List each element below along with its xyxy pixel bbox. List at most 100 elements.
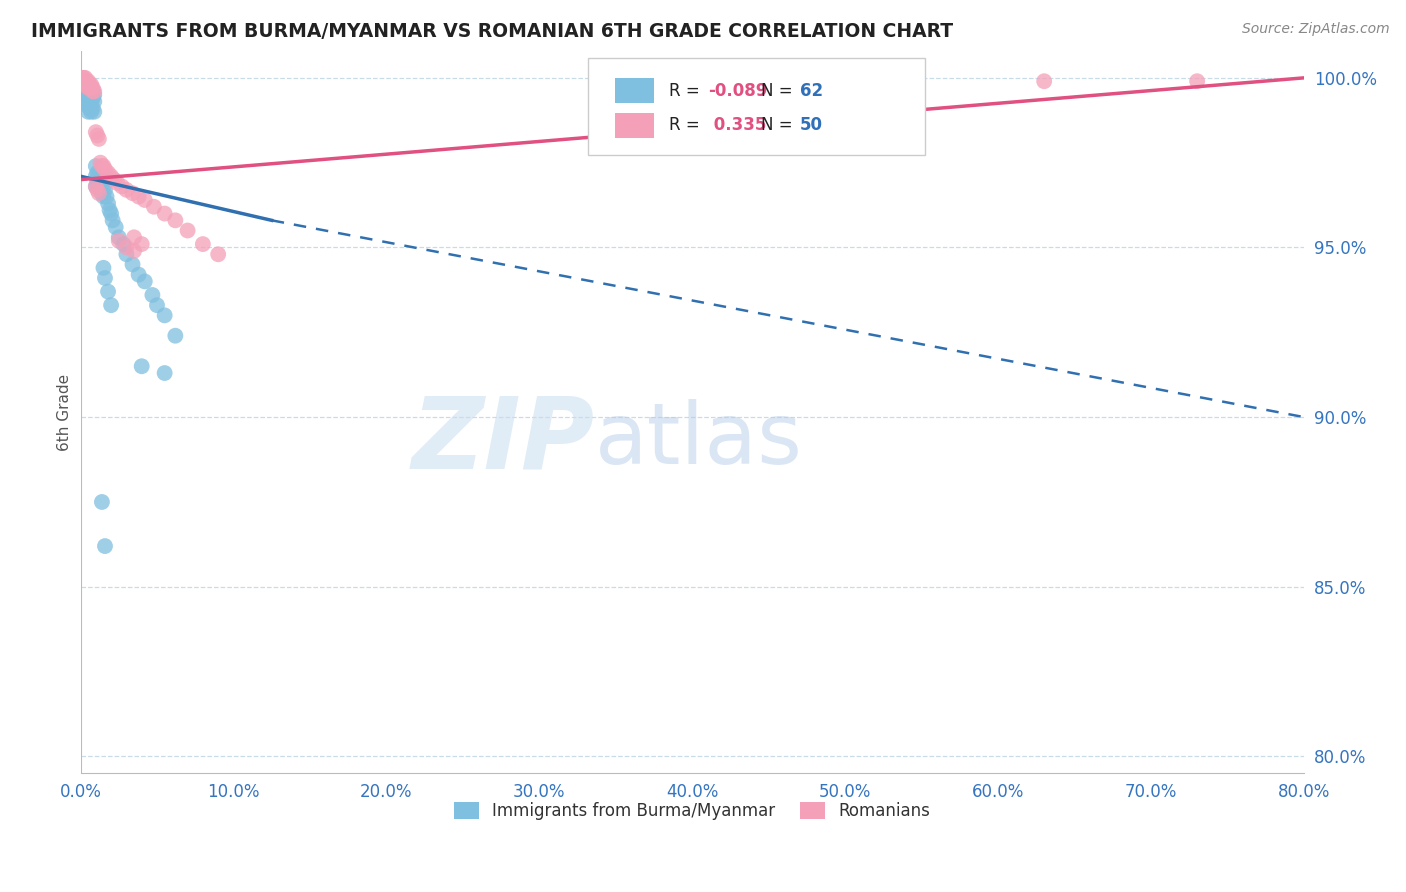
Point [94,162,117,177]
Point [107,230,129,244]
Point [112,237,135,252]
Y-axis label: 6th Grade: 6th Grade [58,374,72,450]
Point [76,78,98,92]
Point [82,81,104,95]
Point [84,169,107,184]
Text: N =: N = [761,117,797,135]
Point [82,84,104,98]
Point [75,78,97,92]
Point [80,81,103,95]
Point [86,176,108,190]
Point [83,104,105,119]
Point [90,495,112,509]
Point [176,223,198,237]
Text: 50: 50 [800,117,823,135]
Point [121,186,143,201]
Point [80,78,103,92]
Point [115,240,138,254]
Point [207,247,229,261]
Point [70,74,93,88]
Text: Source: ZipAtlas.com: Source: ZipAtlas.com [1241,22,1389,37]
Point [93,260,115,275]
Point [87,169,110,184]
Point [86,128,108,143]
Point [115,183,138,197]
Point [75,70,97,85]
Point [77,81,100,95]
Point [100,169,122,184]
Point [111,179,134,194]
Point [72,78,94,92]
Point [97,285,120,299]
Point [165,213,187,227]
Point [89,155,111,169]
Point [100,298,122,312]
Point [79,81,101,95]
Point [79,81,101,95]
Point [94,539,117,553]
Point [128,268,150,282]
Point [97,166,120,180]
Text: R =: R = [669,82,706,100]
Point [103,172,125,186]
Point [97,196,120,211]
Text: 62: 62 [800,82,823,100]
Bar [616,112,654,138]
Point [87,179,110,194]
Point [122,230,145,244]
Point [146,298,169,312]
Point [90,186,112,201]
Point [128,189,150,203]
Point [89,172,111,186]
Point [153,206,176,220]
Point [72,91,94,105]
Point [93,179,115,194]
Point [77,78,100,92]
Point [80,104,103,119]
Point [1185,74,1208,88]
Point [105,176,128,190]
Point [86,183,108,197]
Point [76,74,98,88]
Point [83,84,105,98]
Point [87,186,110,201]
Point [98,203,121,218]
Point [77,74,100,88]
Point [94,183,117,197]
Point [101,213,124,227]
Point [131,359,153,374]
Point [93,159,115,173]
Text: IMMIGRANTS FROM BURMA/MYANMAR VS ROMANIAN 6TH GRADE CORRELATION CHART: IMMIGRANTS FROM BURMA/MYANMAR VS ROMANIA… [31,22,953,41]
Point [84,125,107,139]
Point [76,81,98,95]
Point [77,84,100,98]
Point [84,179,107,194]
Point [107,234,129,248]
Point [191,237,214,252]
Text: ZIP: ZIP [412,392,595,490]
Point [121,257,143,271]
Point [76,87,98,102]
Bar [616,78,654,103]
Text: N =: N = [761,82,797,100]
Text: 0.335: 0.335 [709,117,766,135]
Point [90,159,112,173]
Point [72,74,94,88]
Point [80,95,103,109]
Point [153,309,176,323]
Point [75,74,97,88]
FancyBboxPatch shape [588,58,925,155]
Point [79,78,101,92]
Point [80,87,103,102]
Legend: Immigrants from Burma/Myanmar, Romanians: Immigrants from Burma/Myanmar, Romanians [447,795,938,827]
Point [82,84,104,98]
Point [100,206,122,220]
Point [153,366,176,380]
Point [79,101,101,115]
Point [70,70,93,85]
Point [84,159,107,173]
Point [72,84,94,98]
Point [70,81,93,95]
Point [83,87,105,102]
Point [82,101,104,115]
